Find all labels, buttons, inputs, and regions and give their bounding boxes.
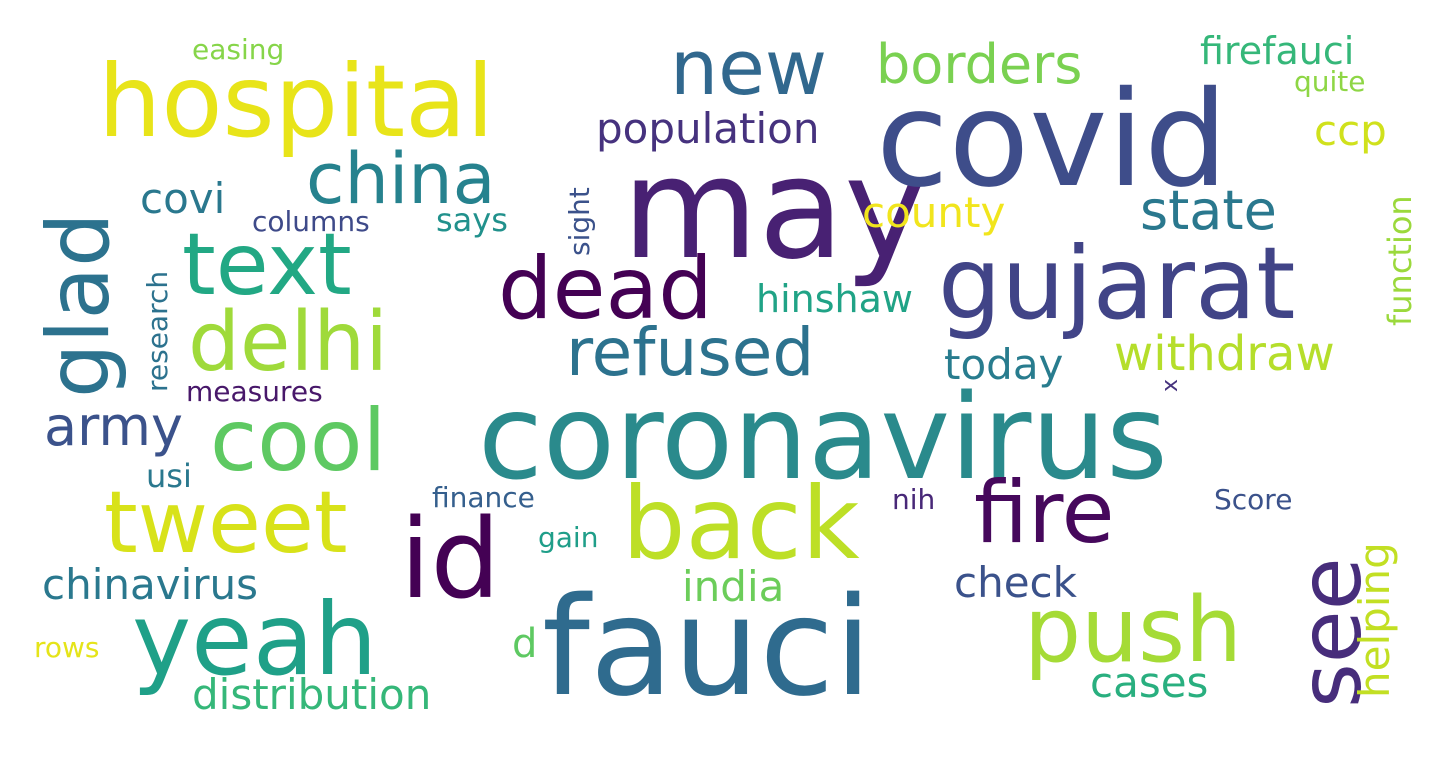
word-helping: helping: [1350, 542, 1399, 698]
word-d: d: [512, 621, 538, 667]
word-fire: fire: [974, 463, 1115, 563]
word-text: text: [182, 215, 352, 315]
word-hospital: hospital: [98, 43, 495, 160]
word-dead: dead: [498, 239, 713, 339]
word-sight: sight: [563, 187, 596, 256]
word-usi: usi: [146, 457, 192, 495]
word-id: id: [400, 495, 501, 623]
word-x: x: [1158, 378, 1183, 392]
word-covid: covid: [876, 63, 1228, 217]
word-covi: covi: [140, 174, 226, 223]
word-cool: cool: [210, 391, 387, 491]
word-borders: borders: [876, 33, 1083, 96]
word-county: county: [862, 188, 1006, 237]
word-score: Score: [1214, 483, 1293, 516]
word-gujarat: gujarat: [938, 225, 1296, 342]
word-state: state: [1140, 179, 1277, 242]
word-new: new: [670, 23, 828, 112]
word-rows: rows: [34, 631, 100, 664]
word-cases: cases: [1090, 658, 1209, 707]
word-fauci: fauci: [542, 569, 872, 727]
word-nih: nih: [892, 483, 936, 516]
word-withdraw: withdraw: [1114, 326, 1335, 382]
word-research: research: [141, 270, 174, 392]
word-distribution: distribution: [192, 670, 432, 719]
word-ccp: ccp: [1314, 106, 1387, 155]
word-may: may: [622, 128, 928, 291]
word-push: push: [1024, 578, 1243, 683]
word-finance: finance: [432, 481, 535, 514]
word-says: says: [436, 201, 508, 239]
word-function: function: [1381, 195, 1419, 326]
word-glad: glad: [29, 212, 129, 398]
word-army: army: [44, 395, 183, 458]
word-check: check: [954, 558, 1077, 607]
word-back: back: [622, 465, 860, 582]
word-gain: gain: [538, 521, 599, 554]
word-delhi: delhi: [188, 295, 389, 390]
word-firefauci: firefauci: [1200, 29, 1355, 73]
word-chinavirus: chinavirus: [42, 560, 259, 609]
word-quite: quite: [1294, 65, 1366, 98]
word-tweet: tweet: [104, 473, 348, 573]
word-refused: refused: [566, 314, 815, 391]
word-today: today: [944, 340, 1064, 389]
word-measures: measures: [186, 375, 323, 408]
word-easing: easing: [192, 33, 285, 66]
word-hinshaw: hinshaw: [756, 277, 913, 321]
word-columns: columns: [252, 205, 370, 238]
word-population: population: [596, 104, 820, 153]
word-india: india: [682, 562, 785, 611]
word-coronavirus: coronavirus: [478, 368, 1168, 506]
word-yeah: yeah: [132, 581, 378, 698]
word-china: china: [306, 138, 496, 220]
